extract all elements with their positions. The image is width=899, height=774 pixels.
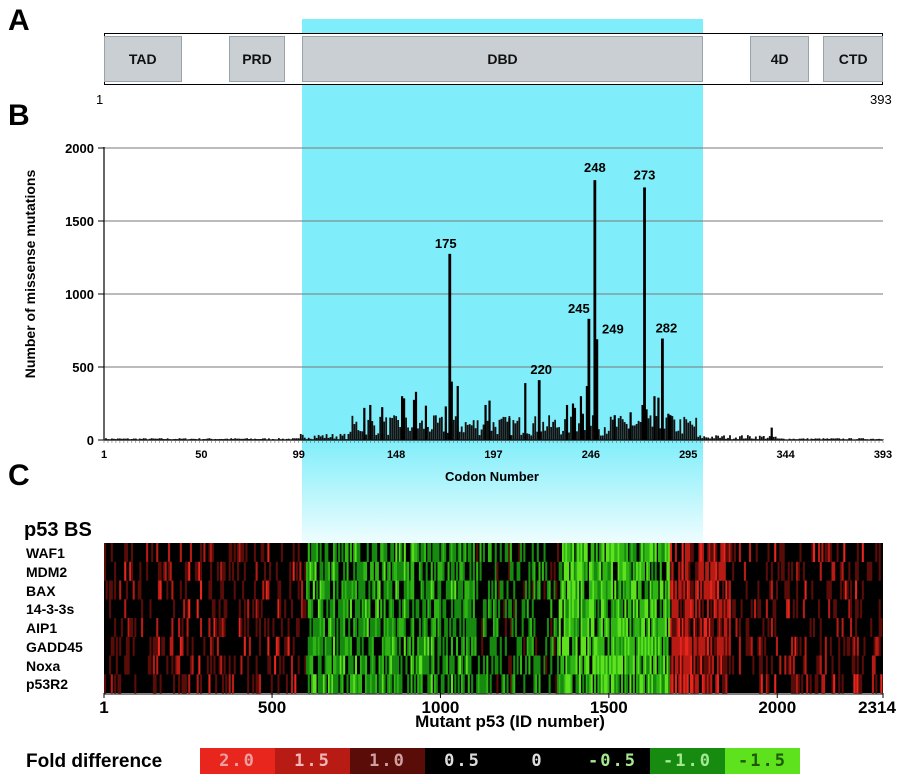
legend-bin: -1.0	[650, 748, 725, 774]
legend-bin: 1.0	[350, 748, 425, 774]
legend-bin: 1.5	[275, 748, 350, 774]
legend-bin: 0	[500, 748, 575, 774]
legend-bin: -1.5	[725, 748, 800, 774]
heatmap-x-tick-label: 2000	[758, 698, 796, 717]
heatmap-x-tick-label: 1	[99, 698, 108, 717]
heatmap-x-tick-label: 500	[258, 698, 286, 717]
legend-bin: 2.0	[200, 748, 275, 774]
heatmap-x-axis-label: Mutant p53 (ID number)	[360, 712, 660, 732]
heatmap-x-tick-label: 2314	[858, 698, 896, 717]
legend-bin: -0.5	[575, 748, 650, 774]
legend-title: Fold difference	[26, 751, 162, 773]
legend-bin: 0.5	[425, 748, 500, 774]
